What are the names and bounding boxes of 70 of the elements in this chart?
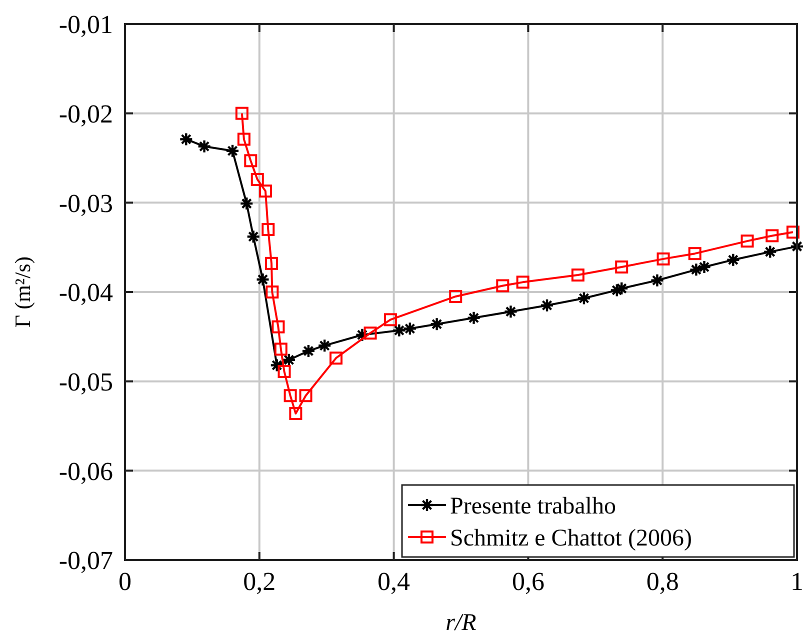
point: [256, 272, 270, 287]
point: [250, 172, 264, 186]
point: [197, 139, 212, 154]
point: [656, 252, 670, 266]
point: [364, 326, 377, 340]
point: [689, 262, 704, 277]
point: [272, 320, 285, 334]
point: [262, 222, 275, 236]
x-tick-label: 1: [790, 567, 803, 596]
y-tick-label: -0,03: [58, 188, 113, 218]
point: [726, 252, 740, 267]
y-tick-label: -0,02: [58, 99, 113, 128]
point: [688, 247, 702, 260]
point: [270, 358, 284, 372]
point: [274, 342, 288, 356]
point: [264, 256, 278, 270]
y-axis-title: Γ (m²/s): [10, 256, 35, 328]
point: [766, 229, 779, 242]
point: [237, 132, 250, 146]
point: [225, 144, 240, 158]
point: [278, 365, 291, 378]
point: [258, 184, 272, 198]
point: [466, 310, 481, 326]
point: [697, 260, 712, 274]
point: [763, 244, 778, 259]
legend-label: Schmitz e Chattot (2006): [450, 525, 692, 552]
point: [299, 389, 312, 402]
x-tick-label: 0,8: [646, 567, 679, 596]
point: [615, 260, 628, 274]
point: [516, 276, 530, 289]
point: [504, 304, 518, 319]
point: [402, 322, 418, 336]
point: [266, 286, 279, 298]
point: [179, 132, 194, 146]
point: [355, 328, 370, 342]
point: [384, 313, 397, 326]
point: [740, 234, 754, 248]
point: [392, 323, 406, 338]
x-tick-label: 0: [118, 567, 132, 596]
x-tick-label: 0,2: [243, 567, 276, 596]
point: [317, 338, 332, 353]
x-tick-label: 0,6: [512, 567, 544, 596]
point: [449, 290, 462, 303]
point: [246, 230, 260, 244]
point: [786, 226, 800, 239]
point: [240, 196, 254, 211]
point: [650, 273, 664, 288]
y-tick-label: -0,07: [58, 546, 113, 576]
x-axis-title: r/R: [446, 610, 477, 636]
point: [614, 281, 629, 296]
point: [540, 298, 554, 312]
point: [301, 344, 316, 358]
point: [576, 291, 592, 306]
legend-label: Presente trabalho: [450, 493, 616, 520]
point: [289, 406, 302, 420]
point: [430, 317, 444, 332]
point: [244, 154, 258, 168]
point: [571, 268, 584, 282]
point: [282, 352, 296, 367]
point: [610, 283, 624, 298]
point: [330, 352, 343, 365]
y-tick-label: -0,06: [58, 456, 113, 486]
y-tick-label: -0,04: [58, 278, 113, 308]
point: [496, 279, 510, 292]
x-tick-label: 0,4: [378, 567, 410, 596]
point: [790, 239, 803, 254]
point: [235, 106, 248, 120]
y-tick-label: -0,05: [58, 367, 113, 396]
point: [284, 389, 297, 402]
y-tick-label: -0,01: [58, 10, 113, 40]
